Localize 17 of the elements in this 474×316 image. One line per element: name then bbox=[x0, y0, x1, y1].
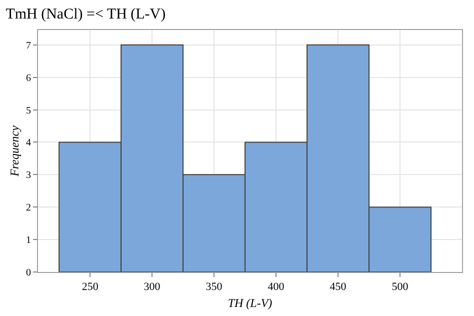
x-tick-label: 500 bbox=[392, 281, 409, 294]
x-tick-label: 250 bbox=[82, 281, 99, 294]
y-tick-label: 0 bbox=[26, 268, 31, 278]
y-axis-title: Frequency bbox=[7, 124, 22, 178]
y-tick-label: 4 bbox=[26, 138, 31, 149]
y-tick-label: 1 bbox=[26, 235, 31, 246]
x-tick-label: 350 bbox=[206, 281, 223, 294]
x-tick-label: 300 bbox=[144, 281, 161, 294]
y-tick-label: 7 bbox=[26, 40, 31, 52]
y-tick-label: 3 bbox=[26, 170, 31, 182]
x-tick-label: 400 bbox=[268, 281, 285, 294]
y-tick-label: 2 bbox=[26, 202, 31, 214]
y-tick-label: 6 bbox=[26, 72, 31, 84]
x-tick-label: 450 bbox=[330, 281, 347, 294]
x-axis-title: TH (L-V) bbox=[228, 296, 272, 310]
chart-title: TmH (NaCl) =< TH (L-V) bbox=[6, 6, 166, 22]
y-tick-label: 5 bbox=[26, 105, 31, 116]
